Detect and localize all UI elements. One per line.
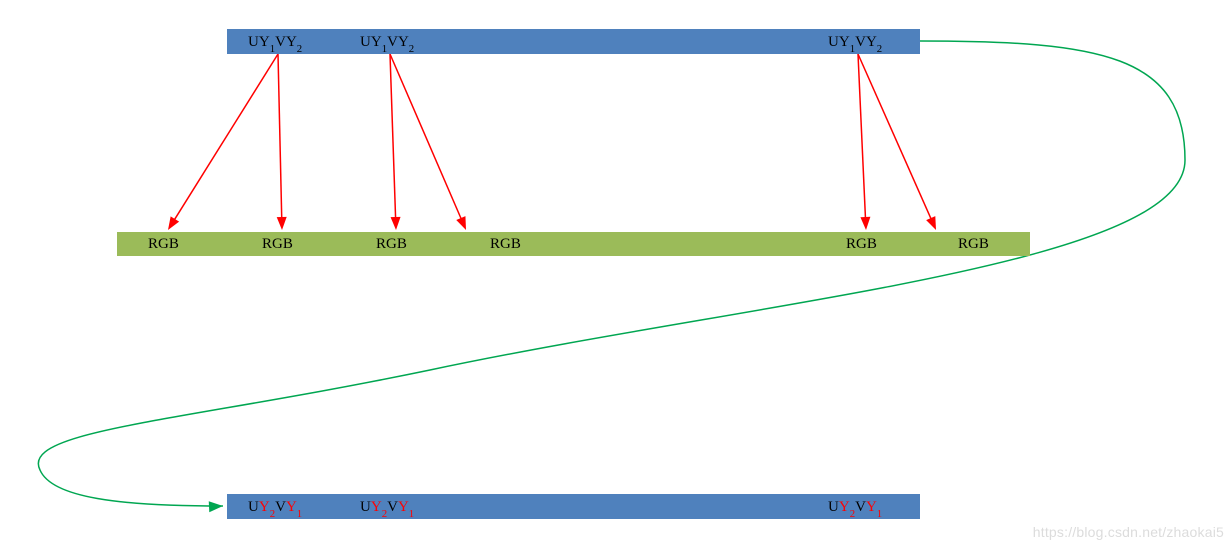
top-uyvy-label: UY1VY2: [360, 34, 414, 53]
bottom-uyvy-label: UY2VY1: [248, 499, 302, 518]
flow-curve: [38, 41, 1185, 506]
conversion-arrow: [390, 54, 396, 218]
conversion-arrow: [174, 54, 278, 220]
conversion-arrow: [858, 54, 931, 219]
top-uyvy-label: UY1VY2: [828, 34, 882, 53]
conversion-arrow: [858, 54, 865, 218]
rgb-label: RGB: [958, 237, 989, 252]
rgb-label: RGB: [148, 237, 179, 252]
rgb-label: RGB: [376, 237, 407, 252]
bottom-uyvy-label: UY2VY1: [360, 499, 414, 518]
arrowhead-icon: [860, 217, 870, 230]
rgb-label: RGB: [262, 237, 293, 252]
arrowhead-icon: [926, 216, 936, 230]
bottom-bar: [227, 494, 920, 519]
top-bar: [227, 29, 920, 54]
middle-bar: [117, 232, 1030, 256]
arrowhead-icon: [391, 217, 401, 230]
arrowhead-icon: [456, 216, 466, 230]
top-uyvy-label: UY1VY2: [248, 34, 302, 53]
rgb-label: RGB: [490, 237, 521, 252]
arrowhead-icon: [277, 217, 287, 230]
arrowhead-icon: [168, 216, 179, 230]
rgb-label: RGB: [846, 237, 877, 252]
conversion-arrow: [278, 54, 282, 218]
conversion-arrow: [390, 54, 461, 219]
watermark-text: https://blog.csdn.net/zhaokai5: [1033, 524, 1224, 540]
arrowhead-icon: [209, 501, 223, 512]
bottom-uyvy-label: UY2VY1: [828, 499, 882, 518]
